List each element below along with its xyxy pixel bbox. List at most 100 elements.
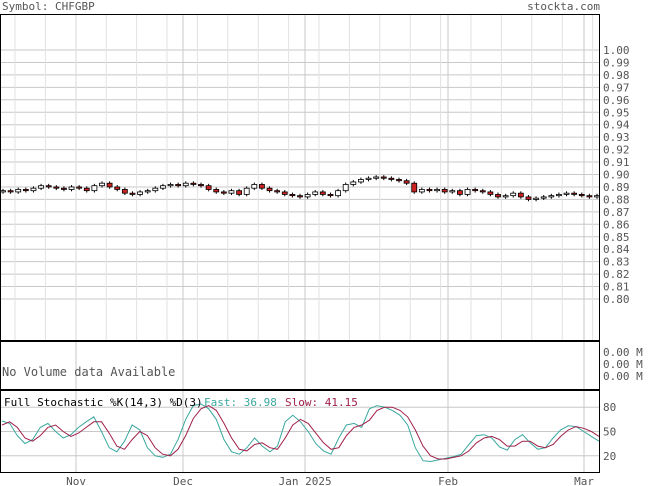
candle-body	[160, 185, 166, 189]
candle-body	[144, 190, 151, 193]
price-tick-label: 0.95	[603, 106, 630, 119]
candle-body	[319, 191, 326, 195]
candle-body	[403, 180, 410, 184]
candle-body	[388, 177, 395, 180]
candle-body	[289, 194, 296, 197]
candle-body	[556, 194, 562, 197]
candle-body	[342, 184, 349, 192]
candle-body	[182, 182, 189, 187]
candle-body	[586, 195, 593, 198]
candle-body	[167, 184, 174, 187]
stoch-tick-label: 20	[603, 450, 616, 463]
volume-tick-label: 0.00 M	[603, 346, 643, 359]
volume-tick-label: 0.00 M	[603, 358, 643, 371]
candle-body	[259, 184, 265, 189]
candle-body	[205, 185, 212, 190]
candle-body	[53, 186, 60, 189]
price-tick-label: 0.97	[603, 81, 630, 94]
price-grid	[1, 15, 599, 340]
price-tick-label: 0.96	[603, 94, 630, 107]
candle-body	[327, 194, 334, 197]
volume-panel-frame	[0, 341, 600, 390]
x-tick-label: Dec	[173, 475, 193, 486]
candle-body	[350, 181, 357, 185]
price-tick-label: 0.82	[603, 268, 630, 281]
candle-body	[22, 189, 29, 192]
price-tick-label: 0.89	[603, 181, 630, 194]
candle-body	[0, 190, 6, 193]
x-tick-label: Mar	[574, 475, 594, 486]
price-tick-label: 0.84	[603, 243, 630, 256]
price-tick-label: 0.91	[603, 156, 630, 169]
candle-body	[121, 189, 128, 194]
candle-body	[99, 182, 105, 187]
stoch-tick-label: 50	[603, 426, 616, 439]
price-panel-frame	[0, 14, 600, 341]
candle-body	[411, 182, 418, 193]
volume-tick-label: 0.00 M	[603, 370, 643, 383]
candle-body	[441, 189, 448, 193]
candle-body	[426, 189, 433, 192]
site-label[interactable]: stockta.com	[527, 0, 600, 13]
candle-body	[464, 189, 471, 195]
candle-body	[68, 186, 75, 190]
candle-body	[251, 184, 258, 189]
stoch-title: Full Stochastic %K(14,3) %D(3)	[4, 396, 203, 409]
candle-body	[472, 189, 479, 192]
price-tick-label: 0.94	[603, 119, 630, 132]
stoch-panel-frame	[0, 390, 600, 473]
stoch-y-axis: 80 50 20	[603, 401, 616, 463]
candle-body	[83, 187, 90, 192]
stoch-tick-label: 80	[603, 401, 616, 414]
x-axis-labels: Nov Dec Jan 2025 Feb Mar	[66, 475, 594, 486]
candle-body	[434, 189, 440, 192]
price-tick-label: 0.87	[603, 206, 630, 219]
candle-body	[198, 184, 204, 187]
candle-body	[517, 192, 524, 198]
candle-body	[548, 195, 555, 198]
no-volume-message: No Volume data Available	[2, 365, 176, 379]
candle-body	[594, 195, 600, 198]
candle-body	[487, 191, 494, 195]
candle-body	[533, 197, 539, 200]
stoch-slow-line	[1, 405, 600, 460]
x-tick-label: Jan 2025	[279, 475, 332, 486]
candle-body	[380, 176, 387, 179]
candle-body	[358, 179, 364, 183]
candle-body	[335, 190, 341, 197]
candle-body	[495, 194, 501, 198]
candle-body	[563, 192, 570, 195]
candle-body	[76, 186, 83, 189]
candle-body	[61, 187, 67, 190]
candle-body	[30, 187, 37, 192]
candle-body	[479, 190, 486, 193]
candle-body	[45, 185, 52, 188]
price-tick-label: 0.80	[603, 293, 630, 306]
candle-body	[274, 190, 281, 193]
price-tick-label: 0.81	[603, 281, 630, 294]
candle-body	[525, 196, 532, 200]
candle-body	[571, 192, 578, 195]
candle-body	[365, 177, 372, 180]
stoch-fast-value: Fast: 36.98	[204, 396, 277, 409]
x-tick-label: Feb	[438, 475, 458, 486]
candle-body	[281, 191, 288, 195]
candle-body	[190, 182, 197, 185]
price-tick-label: 1.00	[603, 44, 630, 57]
candle-body	[220, 191, 227, 194]
candle-body	[297, 195, 303, 198]
candle-body	[540, 196, 547, 199]
price-tick-label: 0.98	[603, 69, 630, 82]
candle-body	[418, 189, 425, 193]
candle-body	[175, 184, 182, 187]
candle-body	[502, 195, 509, 198]
candle-body	[7, 190, 14, 193]
candle-body	[228, 190, 235, 194]
price-y-axis: 1.000.990.980.970.960.950.940.930.920.91…	[603, 44, 630, 306]
price-tick-label: 0.88	[603, 193, 630, 206]
x-tick-label: Nov	[66, 475, 86, 486]
stoch-slow-value: Slow: 41.15	[285, 396, 358, 409]
candles	[0, 175, 600, 202]
candle-body	[243, 187, 250, 195]
